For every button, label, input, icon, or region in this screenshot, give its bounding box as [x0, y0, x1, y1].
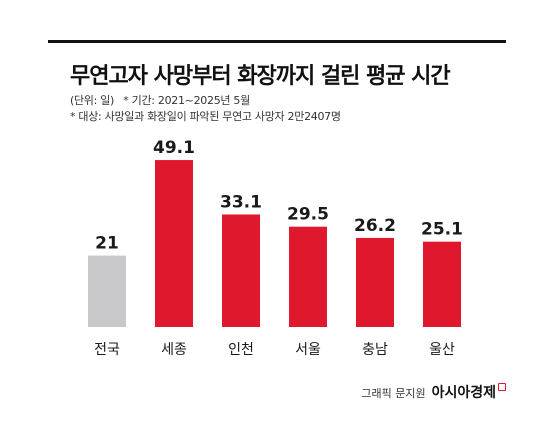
brand-logo: 아시아경제 [431, 385, 496, 401]
category-label-6: 울산 [429, 342, 455, 358]
category-label-5: 충남 [362, 342, 388, 358]
bar-4 [289, 226, 327, 327]
chart-card: 무연고자 사망부터 화장까지 걸린 평균 시간 (단위: 일) * 기간: 20… [48, 40, 506, 402]
meta-notes: (단위: 일) * 기간: 2021~2025년 5월 [70, 92, 250, 108]
subject-note: * 대상: 사망일과 화장일이 파악된 무연고 사망자 2만2407명 [70, 110, 341, 123]
value-label-5: 26.2 [354, 216, 396, 236]
value-label-2: 49.1 [153, 138, 195, 158]
graphic-credit: 그래픽 문지원 [361, 387, 426, 400]
period-note: * 기간: 2021~2025년 5월 [123, 94, 250, 107]
value-label-4: 29.5 [287, 205, 329, 225]
bar-5 [356, 237, 394, 327]
category-label-3: 인천 [228, 342, 254, 358]
value-label-6: 25.1 [421, 220, 463, 240]
bar-2 [155, 160, 193, 327]
unit-note: (단위: 일) [70, 94, 115, 107]
chart-title: 무연고자 사망부터 화장까지 걸린 평균 시간 [70, 64, 451, 89]
bar-3 [222, 214, 260, 327]
category-label-1: 전국 [94, 342, 120, 358]
category-label-4: 서울 [295, 342, 321, 358]
top-rule [48, 40, 506, 43]
bar-chart: 21 전국 49.1 세종 33.1 인천 29.5 서울 26.2 충남 25.1 울산 [88, 138, 463, 358]
bar-6 [423, 241, 461, 327]
bar-1 [88, 255, 126, 327]
value-label-3: 33.1 [220, 192, 262, 212]
value-label-1: 21 [95, 234, 119, 254]
credit: 그래픽 문지원 아시아경제 [361, 382, 506, 402]
brand-mark-icon [498, 383, 506, 391]
category-label-2: 세종 [161, 342, 187, 358]
